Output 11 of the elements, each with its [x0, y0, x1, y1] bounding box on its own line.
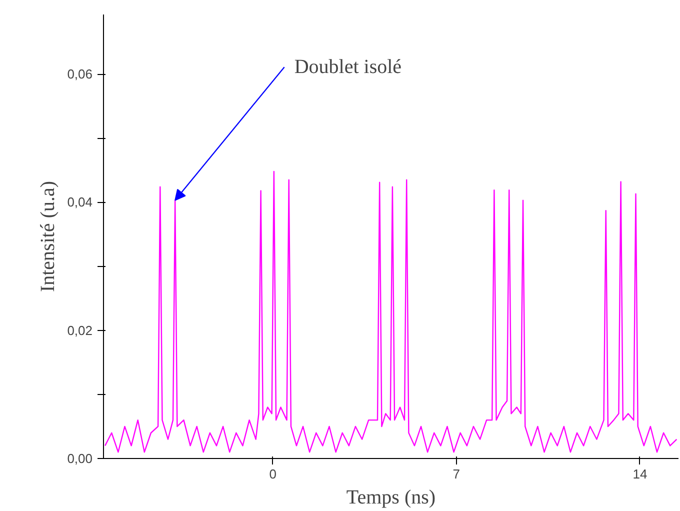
y-tick-label: 0,06 — [67, 66, 93, 82]
y-axis-title: Intensité (u.a) — [37, 180, 60, 292]
x-tick-label: 0 — [269, 466, 276, 482]
annotation: Doublet isolé — [294, 56, 402, 78]
x-axis-title: Temps (ns) — [346, 486, 436, 508]
y-tick-label: 0,02 — [67, 322, 93, 338]
y-tick-label: 0,00 — [67, 451, 93, 466]
line-series — [104, 170, 678, 453]
x-tick-label: 7 — [452, 466, 460, 482]
x-tick-label: 14 — [632, 466, 648, 482]
y-tick-label: 0,04 — [67, 194, 93, 210]
